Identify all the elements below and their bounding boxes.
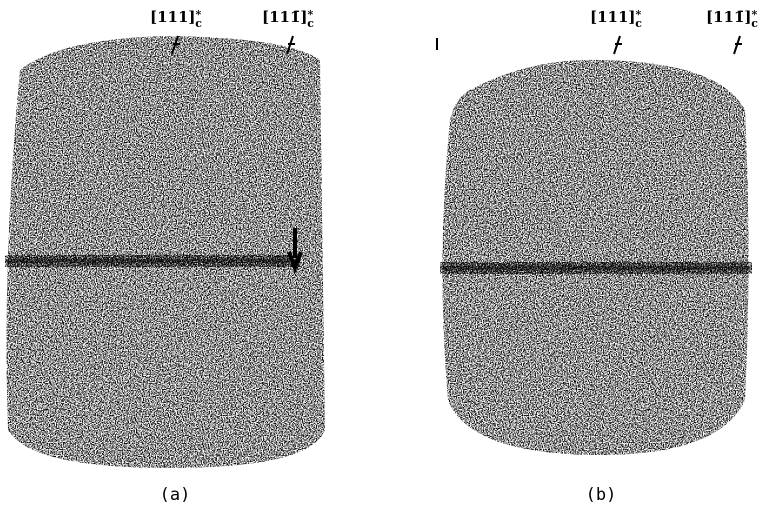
- panel-label: (b): [586, 485, 617, 505]
- panel-a-image: [5, 36, 325, 468]
- direction-text: [111̄]: [706, 8, 752, 26]
- superscript: *: [752, 8, 758, 21]
- direction-label: [111]* c: [150, 8, 202, 30]
- panel-b-image: [440, 59, 752, 455]
- subscript: c: [751, 17, 758, 30]
- direction-text: [111̄]: [262, 8, 308, 26]
- direction-label: [111̄]* c: [262, 8, 314, 30]
- superscript: *: [308, 8, 314, 21]
- subscript: c: [195, 17, 202, 30]
- panel-label: (a): [160, 485, 191, 505]
- subscript: c: [307, 17, 314, 30]
- direction-text: [111]: [590, 8, 636, 26]
- direction-label: [111]* c: [590, 8, 642, 30]
- marker-arrows: [171, 35, 742, 55]
- superscript: *: [196, 8, 202, 21]
- direction-text: [111]: [150, 8, 196, 26]
- direction-label: [111̄]* c: [706, 8, 758, 30]
- superscript: *: [636, 8, 642, 21]
- subscript: c: [635, 17, 642, 30]
